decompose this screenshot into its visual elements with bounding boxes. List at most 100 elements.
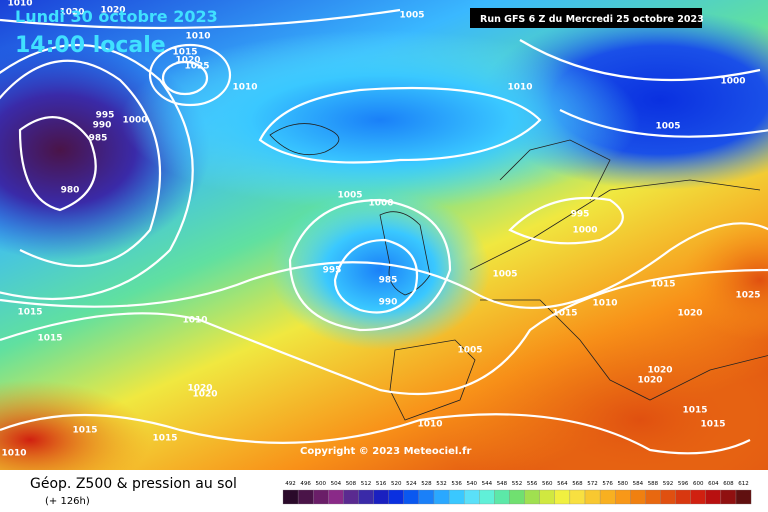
scale-label: 536 [451, 481, 462, 487]
scale-cell [282, 489, 299, 505]
scale-cell [464, 489, 480, 505]
scale-label: 576 [602, 481, 613, 487]
pressure-label: 1010 [417, 420, 442, 430]
scale-cell [630, 489, 646, 505]
scale-cell [479, 489, 495, 505]
pressure-label: 1020 [175, 56, 200, 66]
scale-cell [388, 489, 404, 505]
pressure-label: 1020 [100, 6, 125, 16]
scale-label: 604 [708, 481, 719, 487]
scale-label: 556 [527, 481, 538, 487]
scale-label: 492 [285, 481, 296, 487]
pressure-label: 990 [379, 298, 398, 308]
pressure-label: 1005 [492, 270, 517, 280]
scale-cell [735, 489, 752, 505]
scale-label: 560 [542, 481, 553, 487]
pressure-label: 1010 [182, 316, 207, 326]
scale-cell [297, 489, 314, 505]
pressure-label: 1020 [59, 8, 84, 18]
scale-cell [494, 489, 510, 505]
scale-label: 564 [557, 481, 568, 487]
pressure-label: 985 [379, 276, 398, 286]
scale-label: 596 [678, 481, 689, 487]
pressure-label: 1010 [232, 83, 257, 93]
pressure-label: 1015 [72, 426, 97, 436]
pressure-label: 1020 [647, 366, 672, 376]
scale-cell [599, 489, 616, 505]
scale-label: 580 [618, 481, 629, 487]
scale-label: 544 [482, 481, 493, 487]
pressure-label: 1000 [572, 226, 597, 236]
pressure-label: 1005 [655, 122, 680, 132]
pressure-label: 1015 [17, 308, 42, 318]
pressure-label: 1015 [650, 280, 675, 290]
scale-label: 540 [467, 481, 478, 487]
scale-cell [313, 489, 329, 505]
run-box [470, 8, 702, 28]
scale-cell [720, 489, 737, 505]
pressure-label: 1005 [337, 191, 362, 201]
scale-label: 532 [436, 481, 447, 487]
pressure-label: 1000 [122, 116, 147, 126]
pressure-label: 1015 [552, 309, 577, 319]
pressure-label: 1020 [677, 309, 702, 319]
scale-cell [675, 489, 691, 505]
pressure-label: 1025 [184, 62, 209, 72]
scale-cell [524, 489, 540, 505]
scale-label: 568 [572, 481, 583, 487]
scale-label: 608 [723, 481, 734, 487]
scale-label: 612 [738, 481, 749, 487]
scale-label: 552 [512, 481, 523, 487]
pressure-label: 1020 [192, 390, 217, 400]
scale-label: 584 [633, 481, 644, 487]
scale-cell [539, 489, 555, 505]
pressure-label: 995 [571, 210, 590, 220]
footer-lead: (+ 126h) [45, 496, 90, 507]
scale-cell [373, 489, 389, 505]
scale-label: 520 [391, 481, 402, 487]
pressure-label: 1005 [399, 11, 424, 21]
pressure-label: 1005 [457, 346, 482, 356]
pressure-label: 985 [89, 134, 108, 144]
scale-label: 528 [421, 481, 432, 487]
scale-label: 512 [361, 481, 372, 487]
pressure-label: 1010 [185, 32, 210, 42]
scale-cell [569, 489, 586, 505]
pressure-label: 1010 [7, 0, 32, 9]
isobars [0, 8, 768, 455]
scale-cell [584, 489, 601, 505]
scale-cell [328, 489, 344, 505]
pressure-label: 995 [96, 111, 115, 121]
pressure-label: 1015 [172, 48, 197, 58]
scale-cell [554, 489, 571, 505]
pressure-label: 980 [61, 186, 80, 196]
scale-label: 496 [300, 481, 311, 487]
pressure-label: 995 [323, 266, 342, 276]
scale-cell [705, 489, 722, 505]
scale-cell [433, 489, 450, 505]
scale-cell [358, 489, 374, 505]
color-scale: 492 496 500 504 508 512 516 520 524 528 532 536 540 5… [282, 481, 752, 505]
scale-label: 508 [346, 481, 357, 487]
scale-label: 588 [648, 481, 659, 487]
scale-cell [690, 489, 706, 505]
pressure-label: 990 [93, 121, 112, 131]
pressure-label: 1015 [37, 334, 62, 344]
pressure-label: 1015 [682, 406, 707, 416]
forecast-date: Lundi 30 octobre 2023 [15, 7, 218, 26]
scale-cell [418, 489, 435, 505]
pressure-label: 1000 [368, 199, 393, 209]
pressure-label: 1010 [507, 83, 532, 93]
scale-cell [343, 489, 359, 505]
scale-label: 504 [331, 481, 342, 487]
scale-label: 516 [376, 481, 387, 487]
pressure-label: 1015 [152, 434, 177, 444]
pressure-label: 1010 [592, 299, 617, 309]
pressure-label: 1025 [735, 291, 760, 301]
scale-label: 600 [693, 481, 704, 487]
coastlines [269, 123, 768, 421]
footer-title: Géop. Z500 & pression au sol [30, 476, 237, 492]
scale-cell [660, 489, 676, 505]
scale-label: 500 [316, 481, 327, 487]
